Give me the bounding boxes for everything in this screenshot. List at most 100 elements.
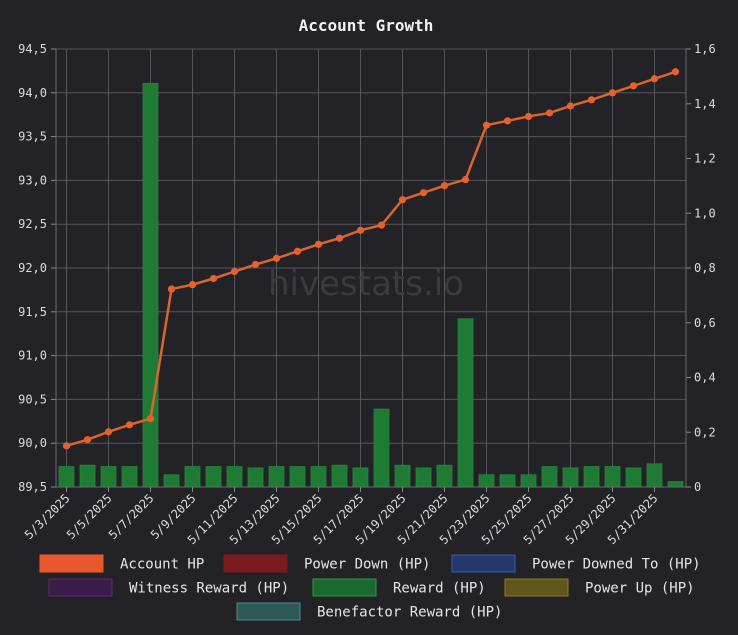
legend-item: Power Downed To (HP) <box>451 554 701 573</box>
account-hp-point <box>587 96 596 104</box>
reward-bar <box>415 467 432 488</box>
reward-bar <box>268 466 285 488</box>
reward-bar <box>394 464 411 488</box>
legend-swatch <box>236 602 301 621</box>
legend-label: Benefactor Reward (HP) <box>317 605 502 621</box>
y-left-tick-label: 90,5 <box>18 392 47 406</box>
account-hp-point <box>629 82 638 90</box>
reward-bar <box>100 466 117 488</box>
account-hp-point <box>146 415 155 423</box>
reward-bar <box>646 463 663 488</box>
account-hp-point <box>650 75 659 83</box>
reward-bar <box>667 481 684 488</box>
reward-bar <box>625 467 642 488</box>
y-left-tick-label: 90,0 <box>18 436 47 450</box>
account-hp-point <box>440 182 449 190</box>
account-hp-point <box>419 189 428 197</box>
legend-item: Reward (HP) <box>312 578 486 597</box>
y-right-tick-label: 1,0 <box>694 206 716 220</box>
account-hp-point <box>209 274 218 283</box>
account-hp-point <box>461 175 470 184</box>
account-hp-point <box>356 226 365 234</box>
account-hp-point <box>335 234 344 242</box>
reward-bar <box>604 466 621 488</box>
y-right-tick-label: 1,6 <box>694 42 716 56</box>
reward-bar <box>520 474 537 488</box>
chart-title: Account Growth <box>299 16 434 35</box>
reward-bar <box>436 464 453 488</box>
legend-item: Witness Reward (HP) <box>48 578 289 597</box>
account-hp-point <box>671 68 680 76</box>
reward-bar <box>142 82 159 488</box>
y-left-tick-label: 92,5 <box>18 217 47 231</box>
account-hp-point <box>251 260 260 269</box>
account-hp-path <box>66 70 676 448</box>
account-hp-point <box>230 267 239 276</box>
reward-bar <box>541 466 558 488</box>
y-right-tick-label: 1,4 <box>694 97 716 111</box>
reward-bar <box>310 466 327 488</box>
legend-item: Benefactor Reward (HP) <box>236 602 502 621</box>
account-hp-point <box>125 421 134 429</box>
account-hp-point <box>104 428 113 436</box>
reward-bar <box>79 464 96 488</box>
legend-item: Account HP <box>39 554 204 573</box>
legend-item: Power Down (HP) <box>223 554 430 573</box>
y-left-tick-label: 91,5 <box>18 305 47 319</box>
reward-bar <box>457 318 474 488</box>
account-hp-point <box>167 285 176 293</box>
y-left-tick-label: 89,5 <box>18 480 47 494</box>
y-right-tick-label: 0,6 <box>694 316 716 330</box>
watermark: hivestats.io <box>268 264 464 304</box>
y-left-tick-label: 93,0 <box>18 173 47 187</box>
account-hp-point <box>524 112 533 121</box>
reward-bar <box>562 467 579 488</box>
reward-bar <box>478 474 495 488</box>
account-hp-point <box>503 117 512 125</box>
account-hp-point <box>62 442 71 450</box>
legend-label: Account HP <box>120 557 204 573</box>
account-hp-point <box>314 240 323 248</box>
y-right-tick-label: 1,2 <box>694 152 716 166</box>
reward-bar <box>583 466 600 488</box>
reward-bar <box>247 467 264 488</box>
legend-item: Power Up (HP) <box>504 578 695 597</box>
legend-swatch <box>504 578 569 597</box>
account-hp-point <box>83 436 92 444</box>
reward-bar <box>205 466 222 488</box>
reward-bar <box>226 466 243 488</box>
y-right-tick-label: 0,4 <box>694 371 716 385</box>
legend-swatch <box>39 554 104 573</box>
legend-label: Reward (HP) <box>393 581 486 597</box>
account-hp-point <box>398 196 407 204</box>
y-right-tick-label: 0,2 <box>694 425 716 439</box>
account-hp-point <box>377 221 386 229</box>
legend-label: Power Downed To (HP) <box>532 557 701 573</box>
reward-bar <box>331 464 348 488</box>
account-hp-point <box>545 109 554 117</box>
legend: Account HP Power Down (HP) Power Downed To… <box>39 554 701 621</box>
account-hp-point <box>188 281 197 289</box>
reward-bar <box>163 474 180 488</box>
legend-label: Power Down (HP) <box>304 557 430 573</box>
reward-bar <box>184 466 201 488</box>
account-hp-point <box>482 121 491 129</box>
reward-bar <box>58 466 75 488</box>
legend-swatch <box>48 578 113 597</box>
y-right-tick-label: 0,8 <box>694 261 716 275</box>
account-hp-point <box>566 102 575 110</box>
account-hp-point <box>608 89 617 97</box>
reward-bar <box>289 466 306 488</box>
y-left-tick-label: 93,5 <box>18 130 47 144</box>
reward-bars <box>58 82 684 488</box>
reward-bar <box>121 466 138 488</box>
account-hp-point <box>272 254 281 262</box>
legend-swatch <box>312 578 377 597</box>
legend-label: Witness Reward (HP) <box>129 581 289 597</box>
reward-bar <box>373 408 390 488</box>
legend-swatch <box>451 554 516 573</box>
y-left-tick-label: 94,5 <box>18 42 47 56</box>
account-hp-line <box>62 68 680 450</box>
account-hp-point <box>293 247 302 255</box>
